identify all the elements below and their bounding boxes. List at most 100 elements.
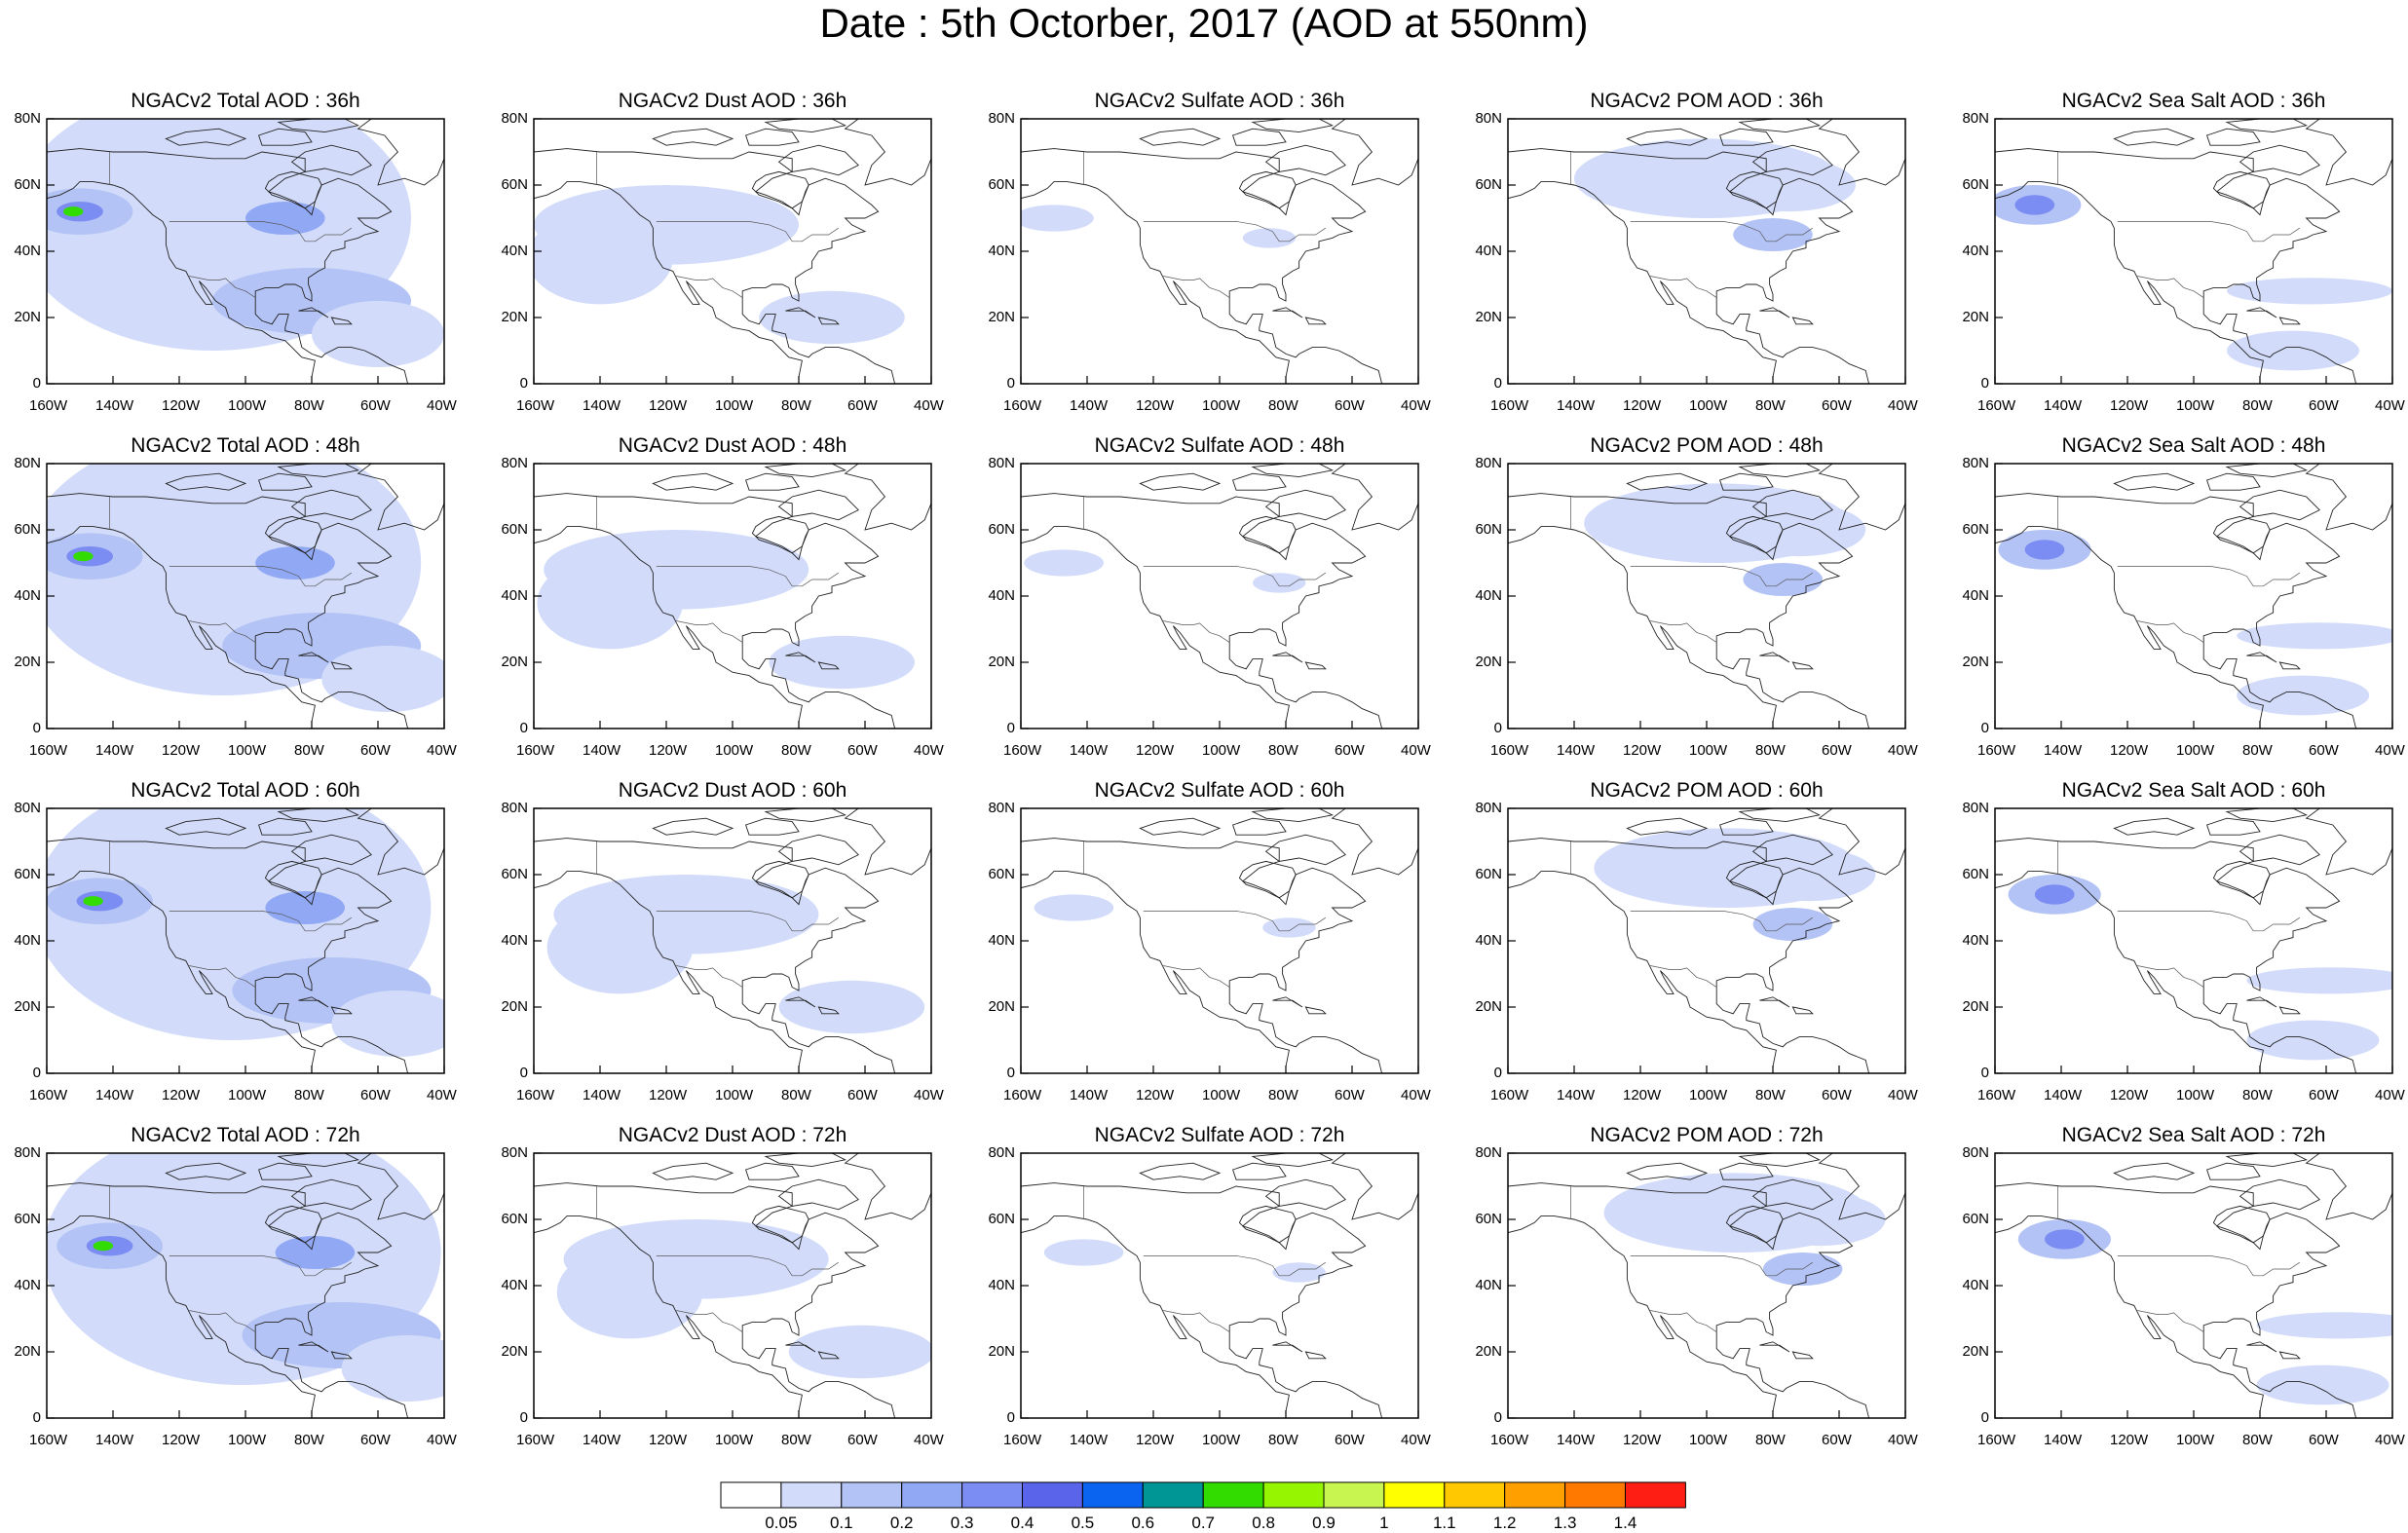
map-panel-pom-72h [1507, 1152, 1906, 1419]
aod-plume [2227, 278, 2392, 305]
political-border [2117, 221, 2300, 243]
island-coastline [844, 1153, 931, 1220]
political-border [1143, 1255, 1326, 1277]
lat-tick-label: 0 [1980, 375, 1989, 392]
lon-tick-label: 120W [649, 742, 688, 759]
island-coastline [2239, 1178, 2320, 1211]
lat-tick-label: 80N [501, 455, 528, 471]
island-coastline [764, 464, 847, 478]
island-coastline [745, 472, 800, 491]
panel-title: NGACv2 Sea Salt AOD : 60h [2061, 779, 2326, 802]
lat-tick-label: 20N [14, 1343, 41, 1360]
map-panel-dust-72h [533, 1152, 932, 1419]
lon-tick-label: 140W [1557, 397, 1596, 414]
island-coastline [1791, 1006, 1814, 1015]
island-coastline [1791, 1351, 1814, 1360]
lat-tick-label: 80N [1962, 455, 1989, 471]
lat-tick-label: 40N [501, 1277, 528, 1293]
map-panel-dust-48h [533, 463, 932, 729]
lon-tick-label: 40W [2375, 397, 2405, 414]
lon-tick-label: 140W [1557, 742, 1596, 759]
lat-tick-label: 60N [1475, 176, 1502, 193]
island-coastline [298, 307, 329, 318]
political-border [169, 566, 352, 587]
island-coastline [1304, 317, 1327, 325]
lon-tick-label: 60W [847, 742, 878, 759]
lon-tick-label: 100W [1202, 742, 1241, 759]
lon-tick-label: 140W [1557, 1432, 1596, 1448]
lat-tick-label: 0 [1493, 720, 1502, 736]
lat-tick-label: 60N [1962, 521, 1989, 538]
island-coastline [1331, 808, 1418, 876]
lon-tick-label: 160W [1003, 397, 1042, 414]
lat-tick-label: 80N [14, 800, 41, 816]
panel-title: NGACv2 Total AOD : 72h [131, 1124, 360, 1146]
lat-tick-label: 40N [988, 243, 1015, 259]
island-coastline [165, 472, 247, 491]
lon-tick-label: 60W [2309, 397, 2339, 414]
island-coastline [2305, 119, 2392, 186]
map-background [1021, 1153, 1418, 1418]
coastline [1021, 838, 1383, 1073]
island-coastline [652, 472, 734, 491]
political-border [676, 1310, 743, 1332]
island-coastline [1738, 464, 1821, 478]
island-coastline [357, 1153, 444, 1220]
island-coastline [1791, 661, 1814, 670]
lat-tick-label: 60N [988, 866, 1015, 882]
lon-tick-label: 140W [1557, 1087, 1596, 1103]
colorbar-label: 1.4 [1613, 1514, 1637, 1532]
lon-tick-label: 60W [1335, 397, 1365, 414]
island-coastline [2206, 1162, 2261, 1180]
lat-tick-label: 80N [1475, 1144, 1502, 1161]
island-coastline [2225, 1153, 2308, 1168]
coastline [1508, 493, 1870, 729]
coastline [1995, 838, 2357, 1073]
coastline [534, 838, 896, 1073]
panel-title: NGACv2 Total AOD : 48h [131, 434, 360, 457]
island-coastline [1626, 817, 1709, 836]
lat-tick-label: 20N [14, 654, 41, 670]
lat-tick-label: 40N [14, 1277, 41, 1293]
aod-plume [2256, 1365, 2389, 1405]
aod-plume [1743, 563, 1823, 596]
panel-title: NGACv2 POM AOD : 72h [1590, 1124, 1824, 1146]
coastline [1508, 838, 1870, 1073]
island-coastline [764, 808, 847, 823]
island-coastline [165, 128, 247, 146]
aod-plume [1043, 1239, 1124, 1266]
island-coastline [1738, 119, 1821, 133]
political-border [189, 965, 256, 988]
island-coastline [1251, 119, 1334, 133]
aod-plume [83, 896, 103, 907]
island-coastline [1272, 307, 1303, 318]
island-coastline [1251, 1153, 1334, 1168]
political-border [2117, 911, 2300, 932]
lat-tick-label: 20N [14, 998, 41, 1015]
lat-tick-label: 20N [1475, 1343, 1502, 1360]
lon-tick-label: 80W [2242, 1432, 2273, 1448]
lat-tick-label: 60N [501, 176, 528, 193]
panel-title: NGACv2 Sulfate AOD : 36h [1094, 90, 1345, 112]
lat-tick-label: 40N [1475, 1277, 1502, 1293]
aod-plume [537, 556, 683, 650]
hudson-bay-coastline [264, 170, 322, 209]
lon-tick-label: 160W [1490, 1087, 1529, 1103]
political-border [656, 1255, 839, 1277]
map-background [1021, 464, 1418, 729]
lon-tick-label: 120W [1623, 1087, 1662, 1103]
panel-title: NGACv2 Sea Salt AOD : 36h [2061, 90, 2326, 112]
political-border [1630, 911, 1813, 932]
political-border [2137, 1310, 2204, 1332]
lon-tick-label: 140W [95, 397, 134, 414]
aod-plume [556, 1246, 703, 1339]
lat-tick-label: 40N [1475, 243, 1502, 259]
lat-tick-label: 0 [519, 1409, 528, 1426]
lat-tick-label: 60N [988, 521, 1015, 538]
lat-tick-label: 80N [14, 455, 41, 471]
lat-tick-label: 40N [1962, 1277, 1989, 1293]
island-coastline [357, 464, 444, 531]
aod-plume [1272, 1262, 1326, 1283]
island-coastline [1139, 1162, 1222, 1180]
island-coastline [1626, 472, 1709, 491]
